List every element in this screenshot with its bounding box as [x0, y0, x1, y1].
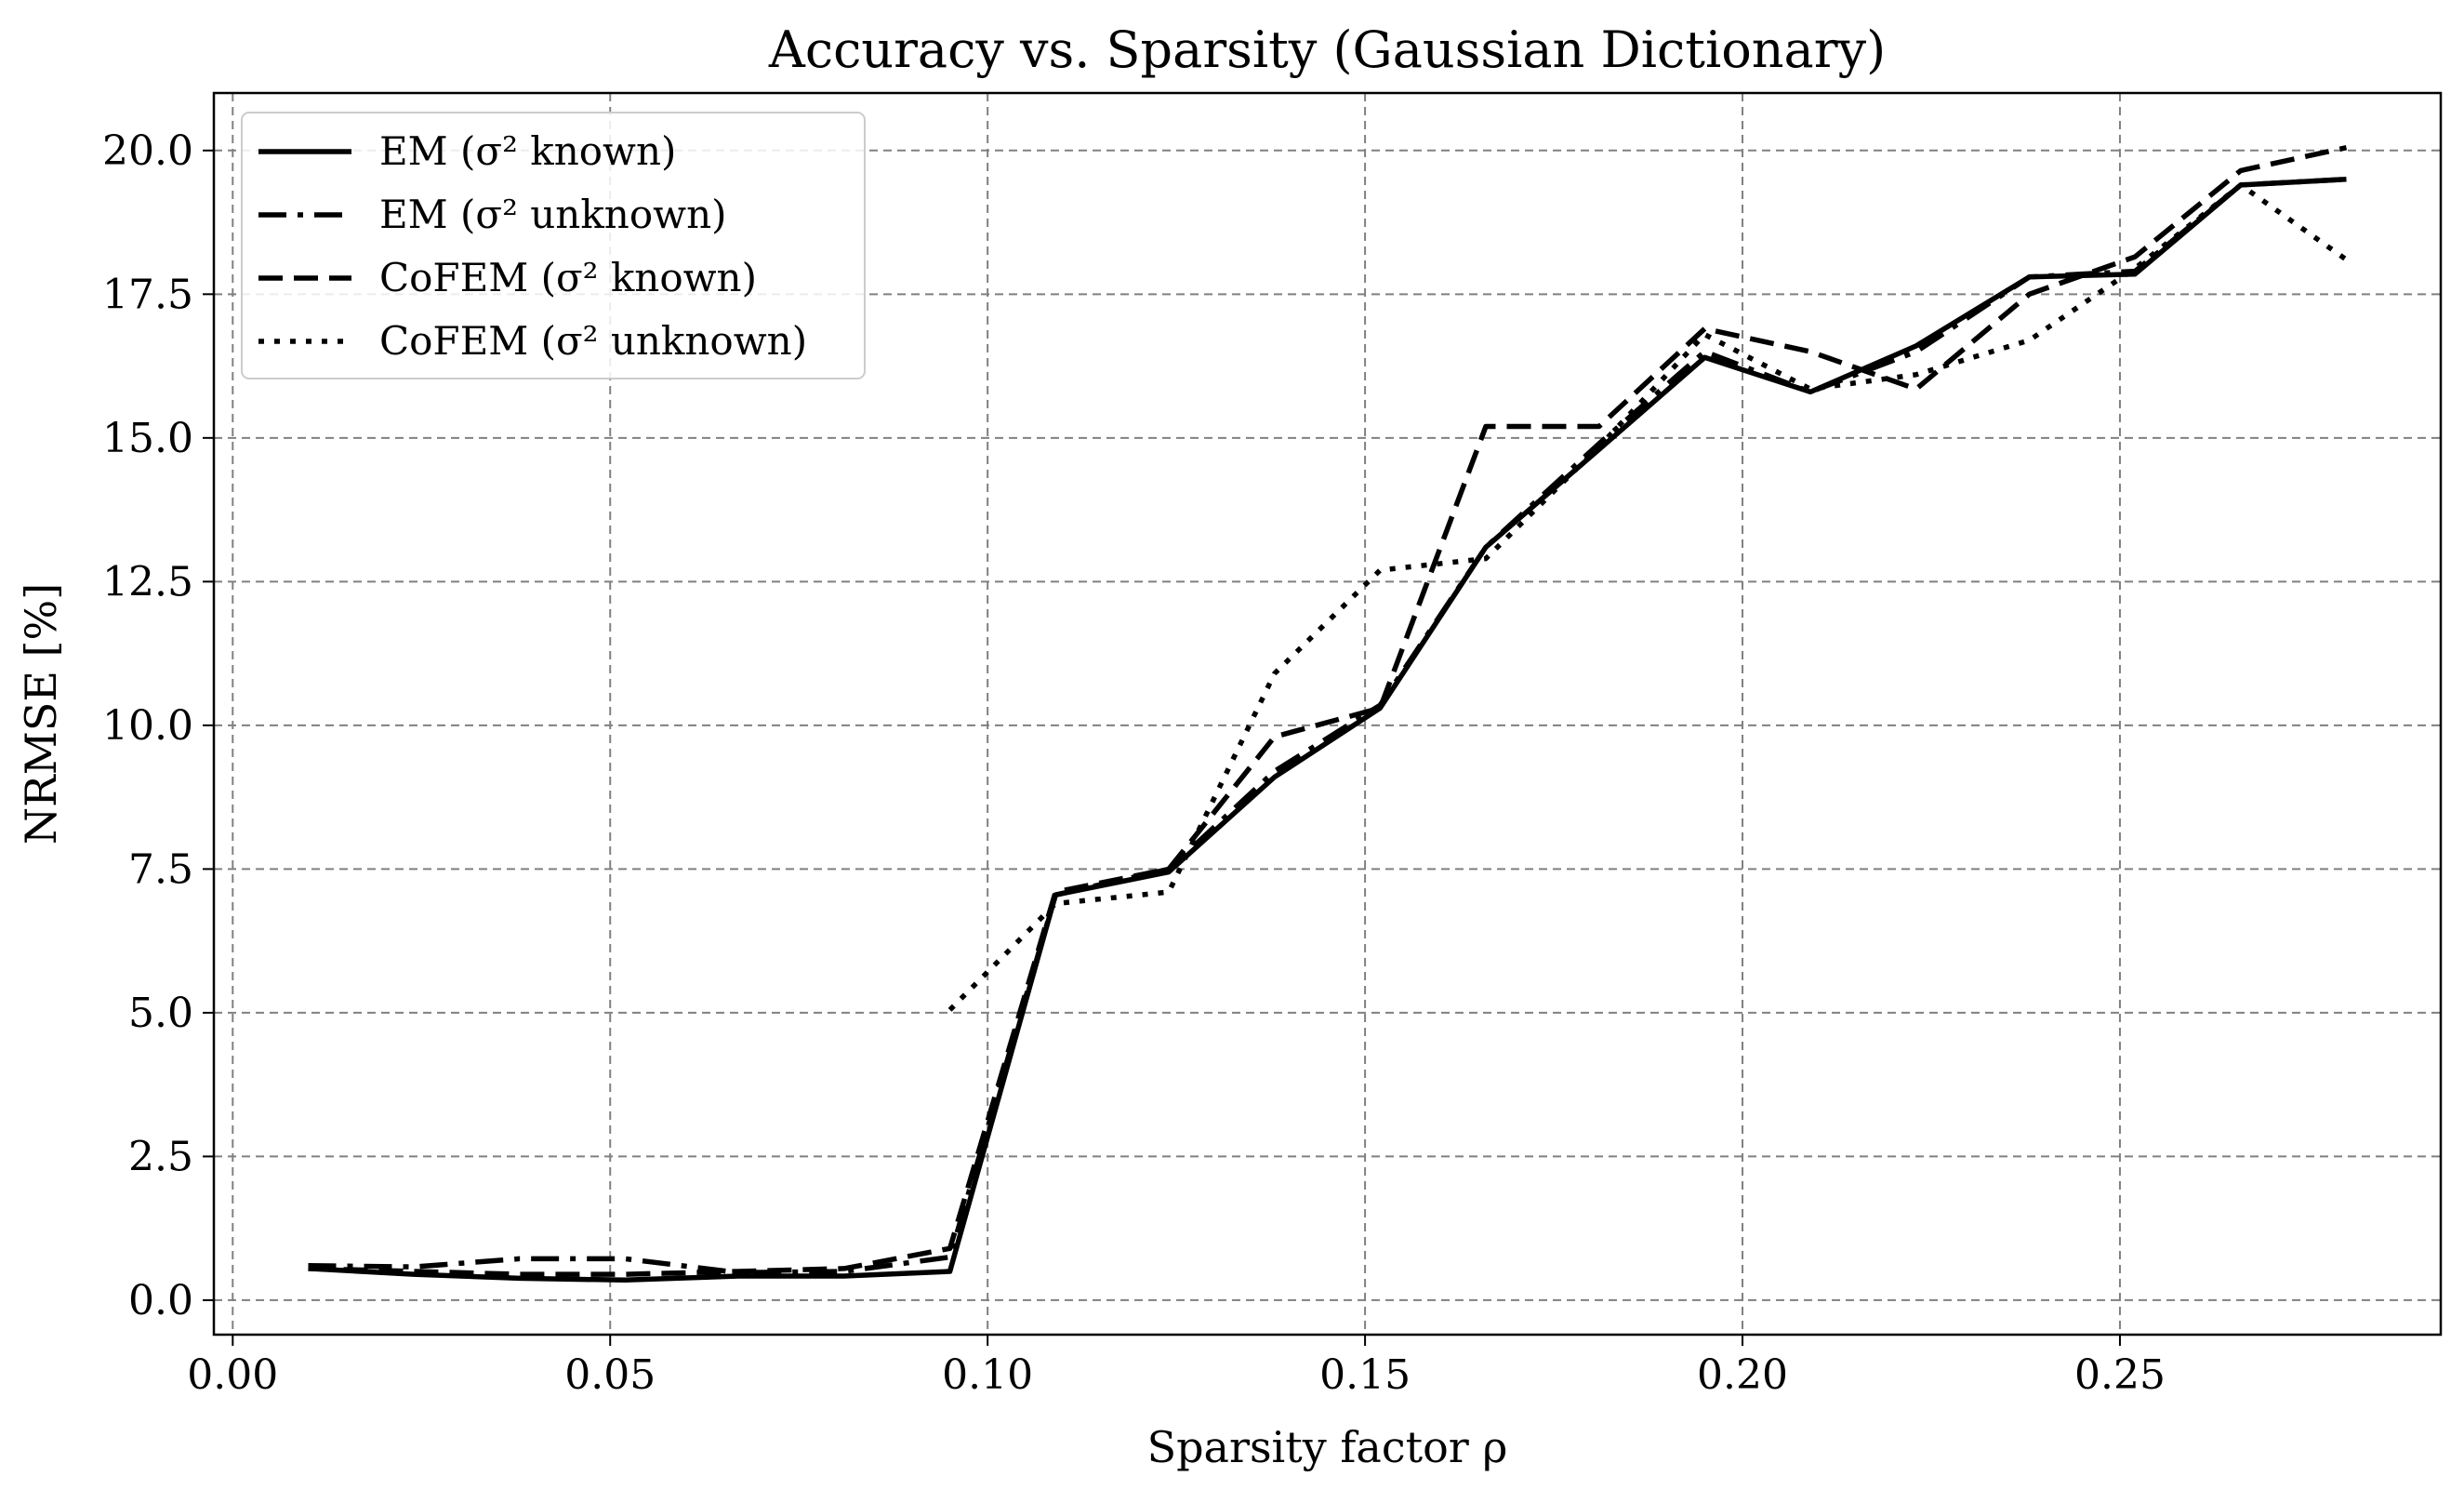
y-tick-label: 12.5 — [102, 558, 193, 605]
y-tick-label: 0.0 — [128, 1277, 193, 1324]
y-tick-label: 17.5 — [102, 271, 193, 318]
y-tick-label: 2.5 — [128, 1133, 193, 1180]
series-line-3 — [308, 145, 2348, 1277]
y-tick-label: 10.0 — [102, 702, 193, 750]
data-series — [308, 145, 2349, 1284]
plot-area-frame — [212, 91, 2443, 1337]
legend-label-2: EM (σ² unknown) — [379, 192, 727, 237]
axis-ticks: 0.00 0.05 0.10 0.15 0.20 0.25 0.0 2.5 5.0 7.5 10.0… — [102, 127, 2166, 1399]
legend-label-1: EM (σ² known) — [379, 128, 676, 174]
chart-title: Accuracy vs. Sparsity (Gaussian Dictiona… — [768, 20, 1886, 79]
y-tick-label: 15.0 — [102, 415, 193, 462]
series-line-2 — [308, 176, 2347, 1276]
x-tick-label: 0.00 — [187, 1351, 278, 1399]
x-tick-label: 0.10 — [942, 1351, 1033, 1399]
legend: EM (σ² known) EM (σ² unknown) CoFEM (σ² kn… — [241, 112, 866, 379]
y-tick-label: 5.0 — [128, 990, 193, 1037]
y-tick-label: 7.5 — [128, 845, 193, 893]
x-tick-label: 0.15 — [1319, 1351, 1411, 1399]
series-line-1 — [308, 176, 2347, 1284]
legend-label-4: CoFEM (σ² unknown) — [379, 318, 807, 364]
x-axis-label: Sparsity factor ρ — [1147, 1422, 1508, 1472]
x-tick-label: 0.25 — [2074, 1351, 2166, 1399]
legend-box — [241, 112, 866, 379]
x-tick-label: 0.05 — [564, 1351, 656, 1399]
y-tick-label: 20.0 — [102, 127, 193, 175]
legend-label-3: CoFEM (σ² known) — [379, 255, 757, 300]
y-axis-label: NRMSE [%] — [16, 583, 66, 845]
series-line-4 — [947, 182, 2349, 1012]
x-tick-label: 0.20 — [1697, 1351, 1788, 1399]
